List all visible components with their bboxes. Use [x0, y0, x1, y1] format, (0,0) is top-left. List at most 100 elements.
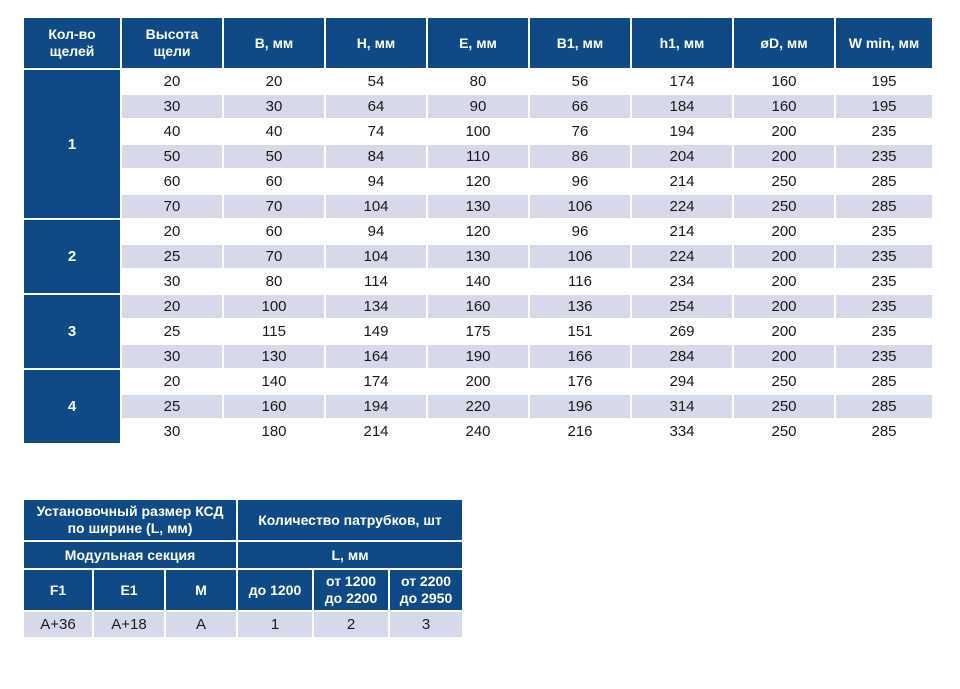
value-pipes-1: 1: [236, 610, 315, 639]
table-cell: 30: [120, 93, 224, 120]
value-pipes-2: 2: [312, 610, 391, 639]
table-cell: 115: [222, 318, 326, 345]
table-cell: 116: [528, 268, 632, 295]
table-cell: 30: [120, 418, 224, 445]
table-cell: 104: [324, 193, 428, 220]
table-cell: 240: [426, 418, 530, 445]
range-2200-2950: от 2200 до 2950: [388, 568, 465, 612]
table-cell: 56: [528, 68, 632, 95]
table-cell: 130: [222, 343, 326, 370]
table-cell: 175: [426, 318, 530, 345]
table-cell: 196: [528, 393, 632, 420]
table-cell: 160: [732, 93, 836, 120]
table-cell: 114: [324, 268, 428, 295]
table-cell: 235: [834, 343, 934, 370]
table-row: 3 20 100 134 160 136 254 200 235: [22, 293, 934, 370]
table-row: 30 80 114 140 116 234 200 235: [23, 268, 934, 295]
table-cell: 235: [834, 318, 934, 345]
table-cell: 195: [834, 93, 934, 120]
table-cell: 64: [324, 93, 428, 120]
value-pipes-3: 3: [388, 610, 465, 639]
table-cell: 20: [120, 68, 224, 95]
table-cell: 234: [630, 268, 734, 295]
table-cell: 120: [426, 218, 530, 245]
table-cell: 269: [630, 318, 734, 345]
table-cell: 30: [222, 93, 326, 120]
table-cell: 140: [426, 268, 530, 295]
table-cell: 166: [528, 343, 632, 370]
table-cell: 110: [426, 143, 530, 170]
table-cell: 30: [120, 268, 224, 295]
header-b1: B1, мм: [528, 16, 632, 70]
table-cell: 136: [528, 293, 632, 320]
table-cell: 214: [630, 218, 734, 245]
table-cell: 164: [324, 343, 428, 370]
table-cell: 194: [324, 393, 428, 420]
installation-values-row: A+36 A+18 A 1 2 3: [22, 610, 465, 639]
header-b: B, мм: [222, 16, 326, 70]
table-row: 30 30 64 90 66 184 160 195: [23, 93, 934, 120]
table-cell: 200: [732, 118, 836, 145]
table-cell: 80: [426, 68, 530, 95]
col-e1: E1: [92, 568, 166, 612]
table-cell: 25: [120, 318, 224, 345]
table-row: 50 50 84 110 86 204 200 235: [23, 143, 934, 170]
table-cell: 94: [324, 168, 428, 195]
table-cell: 184: [630, 93, 734, 120]
value-f1: A+36: [22, 610, 94, 639]
table-cell: 70: [222, 193, 326, 220]
table-cell: 40: [120, 118, 224, 145]
table-cell: 20: [222, 68, 326, 95]
table-cell: 200: [732, 218, 836, 245]
table-cell: 151: [528, 318, 632, 345]
table-cell: 130: [426, 243, 530, 270]
table-cell: 216: [528, 418, 632, 445]
table-cell: 285: [834, 418, 934, 445]
table-cell: 60: [222, 168, 326, 195]
value-m: A: [163, 610, 239, 639]
table-cell: 220: [426, 393, 530, 420]
table-row: 25 115 149 175 151 269 200 235: [23, 318, 934, 345]
table-row: 60 60 94 120 96 214 250 285: [23, 168, 934, 195]
range-up-to-1200: до 1200: [236, 568, 315, 612]
header-e: E, мм: [426, 16, 530, 70]
table-cell: 20: [120, 218, 224, 245]
table-row: 1 20 20 54 80 56 174 160 195: [22, 68, 934, 220]
table-cell: 84: [324, 143, 428, 170]
table-cell: 30: [120, 343, 224, 370]
table-cell: 100: [222, 293, 326, 320]
table-row: 2 20 60 94 120 96 214 200 235: [22, 218, 934, 295]
table-cell: 250: [732, 418, 836, 445]
table-cell: 100: [426, 118, 530, 145]
col-m: M: [163, 568, 239, 612]
table-cell: 250: [732, 193, 836, 220]
slot-count-cell: 2: [22, 218, 122, 295]
table-cell: 254: [630, 293, 734, 320]
header-slot-height: Высота щели: [120, 16, 224, 70]
table-cell: 200: [732, 318, 836, 345]
table-cell: 66: [528, 93, 632, 120]
col-f1: F1: [22, 568, 94, 612]
table-cell: 70: [120, 193, 224, 220]
table-cell: 60: [120, 168, 224, 195]
table-cell: 235: [834, 293, 934, 320]
table-cell: 224: [630, 243, 734, 270]
table-cell: 140: [222, 368, 326, 395]
table-cell: 194: [630, 118, 734, 145]
table-cell: 235: [834, 243, 934, 270]
table-cell: 96: [528, 218, 632, 245]
table-cell: 334: [630, 418, 734, 445]
header-h: H, мм: [324, 16, 428, 70]
table-cell: 284: [630, 343, 734, 370]
table-cell: 195: [834, 68, 934, 95]
dimensions-table-body: 1 20 20 54 80 56 174 160 195 30 30 64 90 66 184 160 195 4…: [22, 68, 934, 445]
table-cell: 50: [222, 143, 326, 170]
table-cell: 200: [732, 143, 836, 170]
module-section-label: Модульная секция: [21, 540, 239, 570]
table-row: 4 20 140 174 200 176 294 250 285: [22, 368, 934, 445]
table-cell: 204: [630, 143, 734, 170]
table-row: 30 130 164 190 166 284 200 235: [23, 343, 934, 370]
table-cell: 25: [120, 393, 224, 420]
pipes-count-title: Количество патрубков, шт: [236, 498, 465, 542]
table-cell: 176: [528, 368, 632, 395]
